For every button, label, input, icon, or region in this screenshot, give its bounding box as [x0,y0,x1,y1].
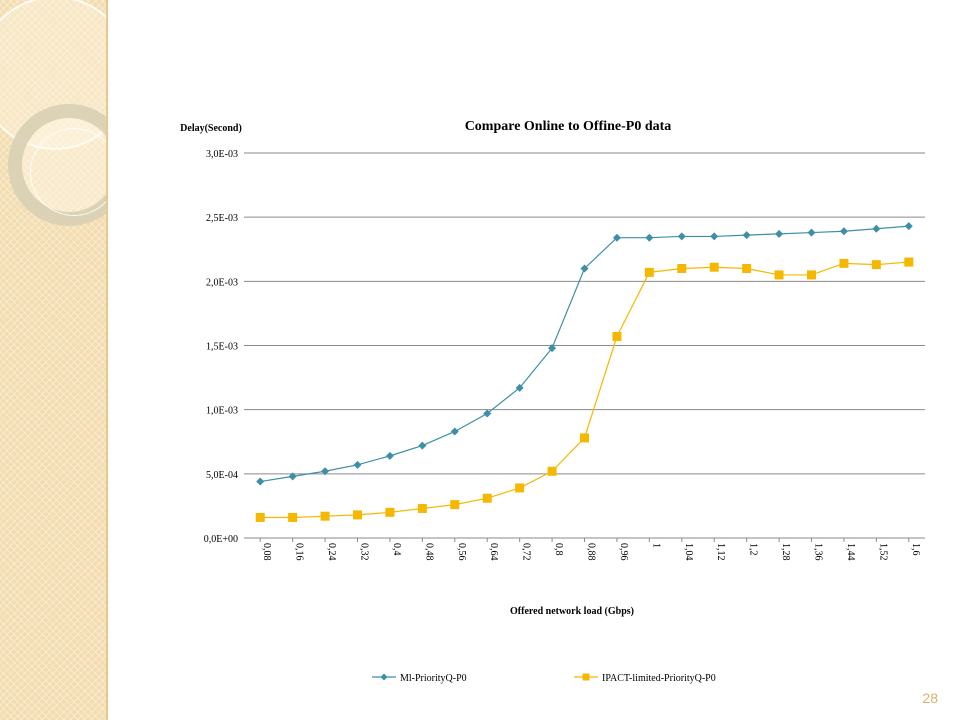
x-tick-label: 0,16 [294,543,305,561]
data-point [742,264,752,273]
x-tick-label: 0,4 [391,543,402,556]
data-point [710,232,719,241]
data-point [871,260,881,270]
data-point [385,451,394,460]
data-point [774,270,784,280]
x-tick-label: 0,24 [326,543,337,561]
data-point [353,460,362,469]
data-point [320,511,330,521]
x-tick-label: 1 [650,543,661,548]
data-point [385,507,395,517]
data-point [288,472,297,481]
decorative-ring [30,128,106,216]
series-line [260,261,909,519]
y-axis-title: Delay(Second) [180,123,242,134]
x-tick-label: 1,52 [877,543,888,561]
y-tick-label: 3,0E-03 [206,149,238,160]
data-point [547,466,557,476]
data-point [872,224,881,233]
legend-label: Ml-PriorityQ-P0 [400,673,467,684]
data-point [742,231,751,240]
y-tick-label: 2,0E-03 [206,277,238,288]
data-point [450,500,460,510]
data-point [839,227,848,236]
data-point [709,262,719,272]
x-tick-label: 0,8 [553,543,564,556]
data-point [321,467,330,476]
data-point [612,233,621,242]
data-point [807,270,816,280]
data-point [677,264,687,273]
x-tick-label: 0,88 [586,543,597,561]
legend-marker [380,673,388,681]
legend: Ml-PriorityQ-P0 IPACT-limited-PriorityQ-P… [372,673,716,684]
data-point [450,427,459,436]
legend-marker [582,673,590,681]
data-point [580,433,589,443]
x-axis-ticks: 0,08 0,16 0,24 0,32 0,4 0,48 0,56 0,64 0,72 0,8 0,… [259,538,921,561]
gridlines [244,152,925,539]
data-point [548,344,557,353]
x-tick-label: 1,44 [845,543,856,561]
data-point [256,477,265,486]
y-axis-ticks: 0,0E+00 5,0E-04 1,0E-03 1,5E-03 2,0E-03 2,5E-… [204,149,238,545]
x-tick-label: 0,96 [618,543,629,561]
data-point [483,409,492,418]
data-point [515,483,525,493]
data-point [775,229,784,238]
y-tick-label: 1,0E-03 [206,406,238,417]
data-point [644,267,654,277]
y-tick-label: 0,0E+00 [204,534,238,545]
y-tick-label: 2,5E-03 [206,213,238,224]
data-point [417,503,427,513]
data-point [255,512,265,522]
data-point [839,258,849,268]
data-point [807,228,816,237]
series-line [260,225,909,483]
x-tick-label: 0,08 [261,543,272,561]
data-point [515,383,524,392]
x-tick-label: 1,6 [910,543,921,556]
x-tick-label: 1,2 [748,543,759,556]
data-point [677,232,686,241]
data-point [904,257,914,267]
page-number: 28 [922,690,938,706]
x-tick-label: 0,64 [488,543,499,561]
x-tick-label: 0,48 [423,543,434,561]
x-tick-label: 1,04 [683,543,694,561]
data-point [482,493,492,503]
data-point [904,222,913,231]
data-point [580,264,589,273]
data-point [612,332,622,342]
data-point [353,510,362,520]
y-tick-label: 1,5E-03 [206,342,238,353]
y-tick-label: 5,0E-04 [206,470,238,481]
x-tick-label: 0,72 [521,543,532,561]
x-tick-label: 1,12 [715,543,726,561]
x-tick-label: 1,36 [813,543,824,561]
data-point [288,512,298,522]
decorative-side-strip [0,0,108,720]
x-tick-label: 1,28 [780,543,791,561]
data-point [418,441,427,450]
chart-title: Compare Online to Offine-P0 data [465,119,672,134]
x-tick-label: 0,56 [456,543,467,561]
series-layer [255,222,914,522]
legend-label: IPACT-limited-PriorityQ-P0 [602,673,716,684]
x-axis-title: Offered network load (Gbps) [510,606,634,617]
x-tick-label: 0,32 [359,543,370,561]
data-point [645,233,654,242]
